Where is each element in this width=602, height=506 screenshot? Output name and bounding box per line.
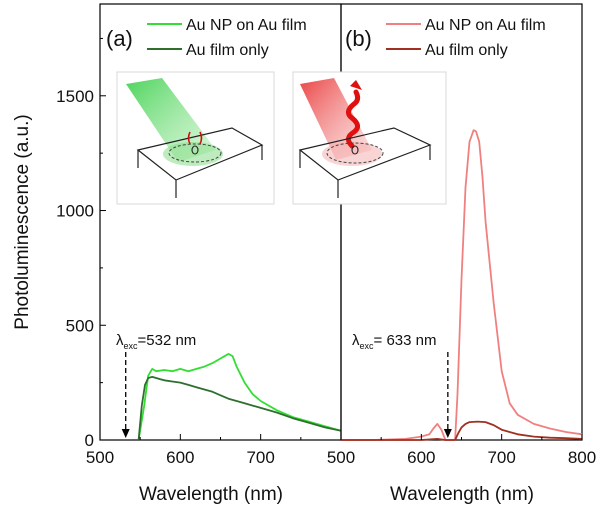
y-axis-title: Photoluminescence (a.u.) (12, 114, 33, 329)
panel-b-exc-arrowhead (443, 429, 452, 438)
series-line-b-0 (341, 129, 583, 441)
panel-a-exc-arrowhead (121, 429, 130, 438)
y-tick-label-2: 1000 (56, 202, 94, 221)
legend-label-au-film-only: Au film only (186, 42, 269, 59)
panel-a-label: (a) (106, 26, 133, 51)
nanoparticle-shape (191, 145, 199, 155)
series-line-a-0 (137, 353, 342, 441)
green-beam-shape (126, 78, 216, 162)
x-tick-label-b-0: 500 (327, 448, 355, 467)
legend-label-au-np-on-au-film: Au NP on Au film (186, 17, 307, 34)
x-tick-label-a-2: 700 (246, 448, 274, 467)
x-tick-label-a-1: 600 (166, 448, 194, 467)
panel-a-series (137, 353, 342, 441)
panel-b-exc-label: λexc= 633 nm (352, 332, 436, 351)
substrate-side-shape-b (299, 145, 431, 198)
emission-arrowhead-shape (350, 80, 362, 90)
panel-b-ticks: 500 600 700 800 (327, 434, 596, 467)
green-laser-sketch-icon (116, 71, 275, 205)
panel-b-series (341, 129, 583, 441)
y-tick-label-1: 500 (66, 316, 94, 335)
substrate-side-shape (137, 145, 263, 198)
series-line-a-1 (137, 376, 342, 441)
panel-a-frame (99, 3, 342, 441)
np-region-shape (168, 143, 222, 163)
x-tick-label-b-1: 600 (407, 448, 435, 467)
panel-a-legend: Au NP on Au film Au film only (147, 17, 307, 59)
nanoparticle-shape-b (351, 145, 359, 155)
x-tick-label-a-0: 500 (86, 448, 114, 467)
red-beam-shape (300, 78, 372, 160)
red-laser-sketch-icon (292, 71, 447, 205)
panel-a-annotation: λexc=532 nm (116, 332, 196, 438)
emission-wave-shape (346, 89, 361, 149)
y-tick-label-3: 1500 (56, 87, 94, 106)
panel-b-label: (b) (345, 26, 372, 51)
y-tick-label-0: 0 (85, 431, 94, 450)
series-line-b-1 (341, 420, 583, 441)
panel-b: (b) Au NP on Au film Au film only λexc= … (292, 3, 596, 467)
panel-a: (a) Au NP on Au film Au film only (56, 3, 342, 467)
x-axis-title-a: Wavelength (nm) (139, 484, 283, 505)
x-tick-label-b-2: 700 (487, 448, 515, 467)
panel-b-frame (340, 3, 583, 441)
legend-label-au-film-only-b: Au film only (425, 42, 508, 59)
legend-label-au-np-on-au-film-b: Au NP on Au film (425, 17, 546, 34)
np-region-shape-b (326, 142, 384, 164)
panel-a-exc-label: λexc=532 nm (116, 332, 196, 351)
emission-arrows-shape (187, 131, 203, 145)
x-tick-label-b-3: 800 (568, 448, 596, 467)
red-spot-shape (322, 142, 382, 166)
x-axis-title-b: Wavelength (nm) (390, 484, 534, 505)
panel-b-annotation: λexc= 633 nm (352, 332, 452, 438)
panel-b-legend: Au NP on Au film Au film only (386, 17, 546, 59)
